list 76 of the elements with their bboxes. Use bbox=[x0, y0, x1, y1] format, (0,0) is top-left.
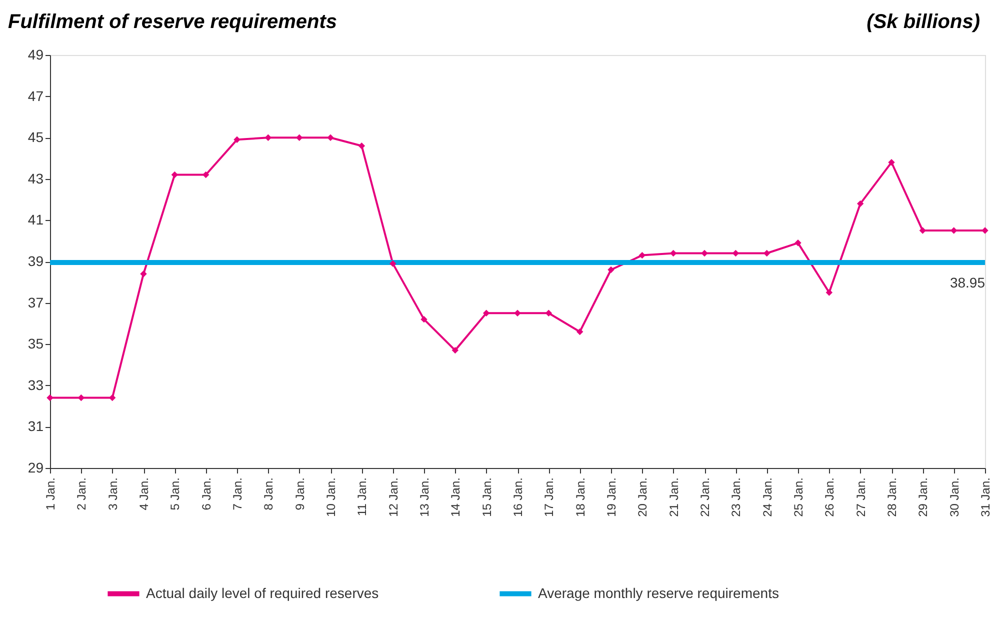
point bbox=[576, 328, 584, 336]
x-tick-label: 16 Jan. bbox=[511, 478, 525, 517]
point bbox=[452, 346, 459, 354]
x-tick-label: 25 Jan. bbox=[792, 478, 806, 517]
point bbox=[732, 250, 740, 257]
y-tick-label: 47 bbox=[28, 88, 44, 104]
x-tick-label: 18 Jan. bbox=[573, 478, 588, 517]
point bbox=[140, 270, 147, 278]
x-tick-label: 21 Jan. bbox=[666, 478, 681, 517]
x-tick-label: 9 Jan. bbox=[292, 478, 307, 510]
point bbox=[794, 240, 802, 246]
point bbox=[78, 394, 85, 402]
x-tick-label: 5 Jan. bbox=[168, 478, 182, 510]
point bbox=[264, 134, 272, 141]
x-tick-label: 7 Jan. bbox=[230, 478, 244, 510]
point bbox=[389, 260, 396, 267]
x-tick-label: 30 Jan. bbox=[947, 478, 962, 517]
point bbox=[701, 250, 708, 257]
y-tick-label: 33 bbox=[28, 376, 44, 393]
x-tick-label: 24 Jan. bbox=[760, 478, 774, 517]
y-tick-label: 35 bbox=[28, 336, 44, 352]
y-tick-label: 41 bbox=[28, 212, 44, 228]
x-tick-label: 27 Jan. bbox=[854, 478, 868, 517]
y-axis-title: (Sk billions) bbox=[866, 11, 980, 33]
point bbox=[856, 200, 864, 208]
point bbox=[545, 310, 552, 316]
x-tick-label: 17 Jan. bbox=[542, 478, 556, 517]
point bbox=[514, 310, 521, 316]
y-tick-label: 31 bbox=[28, 418, 44, 434]
point bbox=[482, 310, 490, 316]
point bbox=[327, 134, 334, 141]
x-tick-label: 2 Jan. bbox=[74, 478, 89, 510]
point bbox=[670, 250, 677, 257]
point bbox=[296, 134, 303, 141]
point bbox=[638, 252, 646, 259]
y-tick-label: 49 bbox=[28, 46, 44, 62]
x-tick-label: 26 Jan. bbox=[822, 478, 837, 517]
y-tick-label: 37 bbox=[28, 294, 44, 310]
x-tick-label: 1 Jan. bbox=[44, 478, 58, 510]
x-tick-label: 3 Jan. bbox=[106, 478, 120, 510]
point bbox=[888, 159, 895, 166]
x-tick-label: 12 Jan. bbox=[386, 478, 400, 517]
point bbox=[763, 250, 770, 257]
x-tick-label: 22 Jan. bbox=[698, 478, 712, 517]
point bbox=[420, 316, 428, 323]
x-tick-label: 29 Jan. bbox=[916, 478, 930, 517]
x-tick-label: 23 Jan. bbox=[729, 478, 744, 517]
x-tick-label: 19 Jan. bbox=[604, 478, 618, 517]
x-tick-label: 10 Jan. bbox=[324, 478, 338, 517]
y-tick-label: 45 bbox=[28, 129, 44, 146]
chart-title: Fulfilment of reserve requirements bbox=[8, 11, 337, 33]
legend-label: Actual daily level of required reserves bbox=[146, 584, 379, 601]
point bbox=[108, 394, 116, 402]
y-tick-label: 29 bbox=[28, 460, 44, 476]
x-tick-label: 11 Jan. bbox=[355, 478, 370, 516]
point bbox=[982, 227, 988, 234]
x-tick-label: 8 Jan. bbox=[262, 478, 276, 510]
point bbox=[826, 289, 833, 296]
x-tick-label: 28 Jan. bbox=[885, 478, 899, 517]
x-tick-label: 4 Jan. bbox=[137, 478, 151, 510]
point bbox=[46, 394, 54, 402]
annotation: 38.95 bbox=[950, 274, 986, 291]
x-tick-label: 13 Jan. bbox=[418, 478, 432, 517]
y-tick-label: 43 bbox=[28, 170, 44, 186]
legend-label: Average monthly reserve requirements bbox=[538, 584, 779, 601]
y-tick-label: 39 bbox=[28, 253, 44, 269]
point bbox=[202, 171, 210, 178]
point bbox=[358, 142, 366, 150]
x-tick-label: 31 Jan. bbox=[978, 478, 992, 517]
x-tick-label: 14 Jan. bbox=[448, 478, 463, 517]
point bbox=[608, 266, 614, 274]
point bbox=[234, 136, 240, 144]
x-tick-label: 15 Jan. bbox=[480, 478, 494, 517]
x-tick-label: 20 Jan. bbox=[636, 478, 650, 517]
x-tick-label: 6 Jan. bbox=[199, 478, 214, 510]
point bbox=[171, 171, 178, 178]
